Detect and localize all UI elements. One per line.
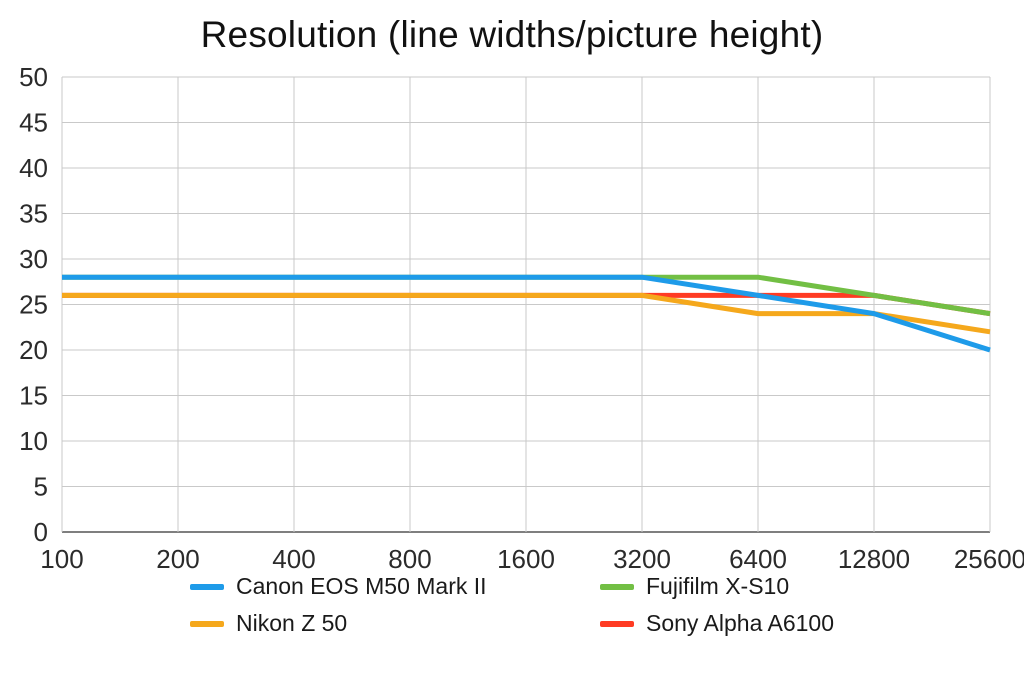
line-series-0 [62,274,991,353]
svg-text:15: 15 [19,381,48,411]
svg-text:5: 5 [34,472,48,502]
legend-item-nikon: Nikon Z 50 [190,610,550,637]
svg-text:12800: 12800 [838,544,910,571]
chart-plot-area: 0 5 10 15 20 25 30 35 40 45 50 100 200 400 800 1600 3200… [19,62,1024,571]
svg-text:40: 40 [19,153,48,183]
legend-item-fujifilm: Fujifilm X-S10 [600,573,834,600]
svg-text:400: 400 [272,544,315,571]
canon-line-swatch [190,583,224,590]
fujifilm-line-swatch [600,583,634,590]
nikon-line-swatch [190,620,224,627]
legend-label-nikon: Nikon Z 50 [236,610,348,636]
legend-label-fujifilm: Fujifilm X-S10 [646,573,790,599]
axis-tick-labels: 0 5 10 15 20 25 30 35 40 45 50 100 200 400 800 1600 3200… [19,62,1024,571]
svg-text:6400: 6400 [729,544,787,571]
gridlines [61,76,991,533]
svg-text:200: 200 [156,544,199,571]
svg-text:50: 50 [19,62,48,92]
data-lines [62,274,991,353]
svg-text:20: 20 [19,335,48,365]
svg-text:100: 100 [40,544,83,571]
svg-text:10: 10 [19,426,48,456]
svg-text:0: 0 [34,517,48,547]
chart-legend: Canon EOS M50 Mark II Fujifilm X-S10 Nik… [0,573,1024,637]
svg-text:25600: 25600 [954,544,1024,571]
svg-text:800: 800 [388,544,431,571]
svg-text:30: 30 [19,244,48,274]
legend-label-sony: Sony Alpha A6100 [646,610,834,636]
svg-text:1600: 1600 [497,544,555,571]
chart-title: Resolution (line widths/picture height) [200,14,824,55]
sony-line-swatch [600,620,634,627]
svg-text:3200: 3200 [613,544,671,571]
svg-text:25: 25 [19,290,48,320]
svg-text:35: 35 [19,199,48,229]
legend-item-sony: Sony Alpha A6100 [600,610,834,637]
legend-label-canon: Canon EOS M50 Mark II [236,573,487,599]
svg-text:45: 45 [19,108,48,138]
line-series-1 [62,292,991,335]
legend-item-canon: Canon EOS M50 Mark II [190,573,550,600]
